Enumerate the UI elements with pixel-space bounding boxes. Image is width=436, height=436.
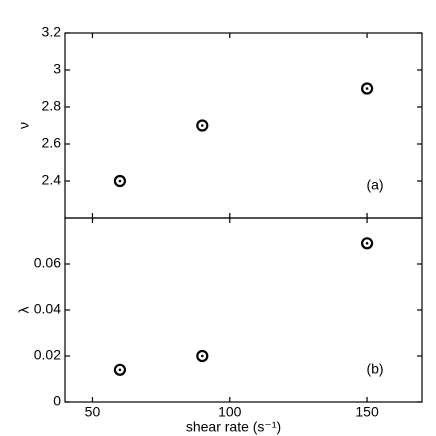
marker-ring [113, 174, 127, 188]
marker [360, 82, 374, 95]
y-tick-label: 2.4 [42, 172, 62, 188]
marker [360, 237, 374, 250]
y-axis-label: ν [16, 122, 32, 129]
x-tick-label: 100 [218, 404, 242, 420]
marker-dot [118, 179, 122, 183]
marker-ring [360, 237, 374, 250]
y-tick-label: 2.6 [42, 135, 62, 151]
marker-ring [113, 363, 127, 376]
x-tick-label: 50 [85, 404, 101, 420]
y-tick-label: 0.06 [34, 255, 61, 271]
y-tick-label: 0.02 [34, 347, 61, 363]
marker-dot [365, 87, 369, 90]
marker-ring [360, 82, 374, 95]
marker-dot [201, 354, 204, 358]
y-tick-label: 3 [53, 61, 61, 77]
marker [196, 349, 209, 363]
marker-dot [201, 124, 204, 127]
y-tick-label: 0 [53, 393, 61, 409]
y-axis-label: λ [16, 307, 32, 314]
marker-dot [365, 242, 369, 245]
marker [196, 119, 209, 132]
marker-ring [196, 349, 209, 363]
y-tick-label: 3.2 [42, 24, 62, 40]
marker-dot [118, 368, 122, 372]
marker [113, 174, 127, 188]
x-tick-label: 150 [355, 404, 379, 420]
annotation: (b) [366, 361, 383, 377]
x-axis-label: shear rate (s⁻¹) [186, 419, 281, 435]
y-tick-label: 2.8 [42, 98, 62, 114]
y-tick-label: 0.04 [34, 301, 61, 317]
marker [113, 363, 127, 376]
marker-ring [196, 119, 209, 132]
annotation: (a) [366, 177, 383, 193]
